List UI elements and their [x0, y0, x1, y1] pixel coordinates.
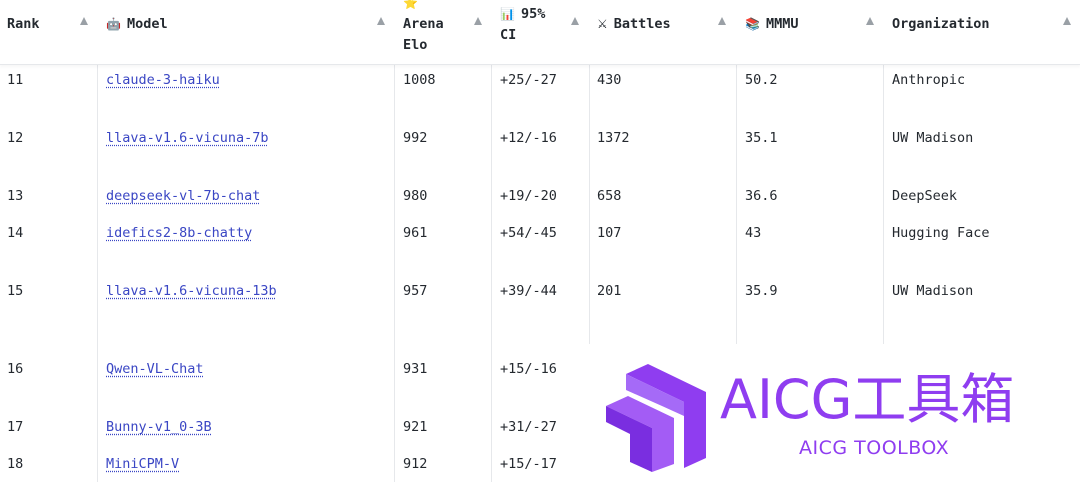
header-mmmu[interactable]: 📚 MMMU	[745, 0, 881, 64]
cell-mmmu: 50.2	[745, 72, 778, 88]
cell-battles: 430	[597, 72, 622, 88]
cell-elo: 912	[403, 456, 428, 472]
header-model[interactable]: 🤖 Model	[106, 0, 391, 64]
model-link[interactable]: claude-3-haiku	[106, 72, 220, 88]
header-arena-elo[interactable]: ⭐ Arena Elo	[403, 0, 489, 64]
header-ci-line1: 95%	[520, 6, 546, 22]
cell-rank: 17	[7, 419, 24, 435]
cell-organization: Hugging Face	[892, 225, 990, 241]
column-divider	[491, 0, 492, 482]
column-divider	[394, 0, 395, 482]
cell-organization: UW Madison	[892, 130, 974, 146]
table-header: Rank 🤖 Model ⭐ Arena Elo 📊 95% CI	[0, 0, 1080, 65]
sort-arrow-icon[interactable]	[474, 17, 482, 25]
header-rank-label: Rank	[7, 16, 40, 32]
cell-ci: +39/-44	[500, 283, 557, 299]
cell-mmmu: 43	[745, 225, 762, 241]
cell-battles: 658	[597, 188, 622, 204]
sort-arrow-icon[interactable]	[718, 17, 726, 25]
cell-battles: 107	[597, 225, 622, 241]
cell-rank: 15	[7, 283, 24, 299]
cell-elo: 980	[403, 188, 428, 204]
header-ci-line2: CI	[500, 27, 517, 43]
column-divider	[589, 0, 590, 482]
cell-elo: 921	[403, 419, 428, 435]
cell-rank: 18	[7, 456, 24, 472]
column-divider	[97, 0, 98, 482]
cell-rank: 11	[7, 72, 24, 88]
sort-arrow-icon[interactable]	[571, 17, 579, 25]
model-link[interactable]: Bunny-v1_0-3B	[106, 419, 212, 435]
cell-rank: 12	[7, 130, 24, 146]
cell-ci: +31/-27	[500, 419, 557, 435]
cell-elo: 931	[403, 361, 428, 377]
header-elo-line2: Elo	[403, 37, 428, 53]
header-organization-label: Organization	[892, 16, 990, 32]
cell-rank: 16	[7, 361, 24, 377]
cell-mmmu: 35.9	[745, 283, 778, 299]
swords-icon: ⚔	[597, 17, 608, 31]
cell-rank: 14	[7, 225, 24, 241]
cell-battles: 201	[597, 283, 622, 299]
column-divider	[883, 0, 884, 482]
model-link[interactable]: llava-v1.6-vicuna-13b	[106, 283, 277, 299]
sort-arrow-icon[interactable]	[866, 17, 874, 25]
cell-ci: +54/-45	[500, 225, 557, 241]
cell-ci: +25/-27	[500, 72, 557, 88]
books-icon: 📚	[745, 17, 760, 31]
model-link[interactable]: Qwen-VL-Chat	[106, 361, 204, 377]
header-mmmu-label: MMMU	[765, 16, 799, 32]
cell-mmmu: 36.6	[745, 188, 778, 204]
header-elo-line1: Arena	[403, 16, 444, 32]
sort-arrow-icon[interactable]	[1063, 17, 1071, 25]
cell-battles: 1372	[597, 130, 630, 146]
cell-organization: UW Madison	[892, 283, 974, 299]
cell-organization: Anthropic	[892, 72, 966, 88]
model-link[interactable]: llava-v1.6-vicuna-7b	[106, 130, 269, 146]
model-link[interactable]: idefics2-8b-chatty	[106, 225, 253, 241]
column-divider	[736, 0, 737, 482]
star-icon: ⭐	[403, 0, 418, 10]
aicg-logo-icon	[606, 364, 706, 472]
header-battles-label: Battles	[613, 16, 671, 32]
cell-ci: +19/-20	[500, 188, 557, 204]
cell-ci: +12/-16	[500, 130, 557, 146]
cell-rank: 13	[7, 188, 24, 204]
cell-mmmu: 35.1	[745, 130, 778, 146]
cell-organization: DeepSeek	[892, 188, 958, 204]
cell-elo: 992	[403, 130, 428, 146]
header-model-label: Model	[126, 16, 168, 32]
header-rank[interactable]: Rank	[7, 0, 95, 64]
watermark-subtitle: AICG TOOLBOX	[799, 437, 950, 459]
bar-chart-icon: 📊	[500, 7, 515, 21]
model-link[interactable]: MiniCPM-V	[106, 456, 180, 472]
header-ci[interactable]: 📊 95% CI	[500, 0, 586, 64]
header-organization[interactable]: Organization	[892, 0, 1078, 64]
robot-icon: 🤖	[106, 17, 121, 31]
cell-elo: 957	[403, 283, 428, 299]
sort-arrow-icon[interactable]	[80, 17, 88, 25]
cell-elo: 961	[403, 225, 428, 241]
cell-elo: 1008	[403, 72, 436, 88]
sort-arrow-icon[interactable]	[377, 17, 385, 25]
header-battles[interactable]: ⚔ Battles	[597, 0, 733, 64]
cell-ci: +15/-16	[500, 361, 557, 377]
watermark-title: AICG工具箱	[720, 368, 1015, 431]
cell-ci: +15/-17	[500, 456, 557, 472]
model-link[interactable]: deepseek-vl-7b-chat	[106, 188, 261, 204]
